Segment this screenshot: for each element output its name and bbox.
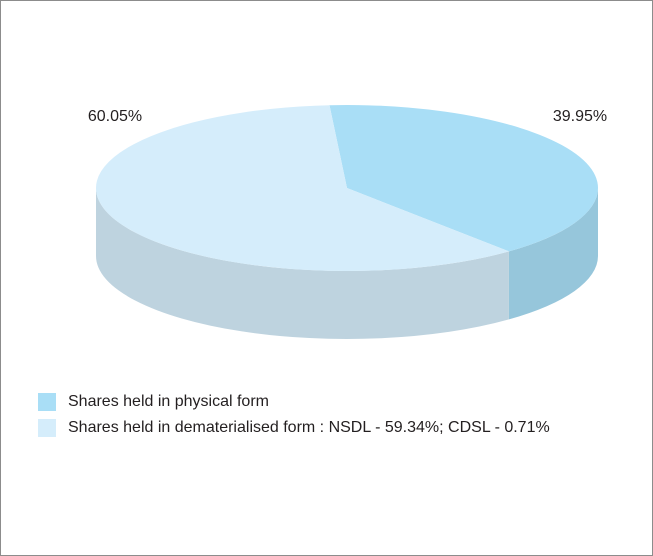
slice-side [96,188,509,339]
value-label: 60.05% [88,108,142,125]
legend-swatch [38,419,56,437]
slice [329,105,599,252]
legend-label: Shares held in physical form [68,393,269,410]
slice-side [508,188,598,320]
legend-swatch [38,393,56,411]
value-label: 39.95% [553,108,607,125]
legend-label: Shares held in dematerialised form : NSD… [68,419,550,436]
slice [96,105,509,272]
